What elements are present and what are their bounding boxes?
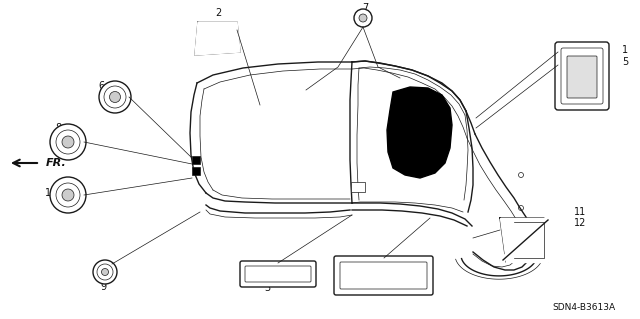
Polygon shape xyxy=(500,218,548,262)
Text: FR.: FR. xyxy=(46,158,67,168)
Text: 3: 3 xyxy=(264,283,270,293)
Polygon shape xyxy=(387,87,452,178)
Text: 10: 10 xyxy=(45,188,57,198)
Bar xyxy=(192,167,200,175)
Circle shape xyxy=(97,264,113,280)
Text: 9: 9 xyxy=(100,282,106,292)
Circle shape xyxy=(62,189,74,201)
Circle shape xyxy=(99,81,131,113)
Circle shape xyxy=(62,136,74,148)
Text: 1: 1 xyxy=(622,45,628,55)
Text: SDN4-B3613A: SDN4-B3613A xyxy=(552,302,615,311)
Text: 5: 5 xyxy=(622,57,628,67)
FancyBboxPatch shape xyxy=(561,48,603,104)
Polygon shape xyxy=(195,22,240,55)
Circle shape xyxy=(359,14,367,22)
FancyBboxPatch shape xyxy=(240,261,316,287)
Circle shape xyxy=(56,183,80,207)
FancyBboxPatch shape xyxy=(245,266,311,282)
Text: 11: 11 xyxy=(574,207,586,217)
Text: 2: 2 xyxy=(215,8,221,18)
Text: 12: 12 xyxy=(574,218,586,228)
Bar xyxy=(351,182,365,192)
Circle shape xyxy=(50,124,86,160)
Text: 7: 7 xyxy=(362,3,368,13)
Text: 8: 8 xyxy=(55,123,61,133)
FancyBboxPatch shape xyxy=(567,56,597,98)
Circle shape xyxy=(50,177,86,213)
Circle shape xyxy=(104,86,126,108)
FancyBboxPatch shape xyxy=(340,262,427,289)
Circle shape xyxy=(93,260,117,284)
Text: 6: 6 xyxy=(98,81,104,91)
Circle shape xyxy=(109,92,120,102)
Text: 4: 4 xyxy=(369,285,375,295)
Circle shape xyxy=(102,269,109,276)
Circle shape xyxy=(56,130,80,154)
Bar xyxy=(192,156,200,164)
FancyBboxPatch shape xyxy=(334,256,433,295)
FancyBboxPatch shape xyxy=(555,42,609,110)
Circle shape xyxy=(354,9,372,27)
